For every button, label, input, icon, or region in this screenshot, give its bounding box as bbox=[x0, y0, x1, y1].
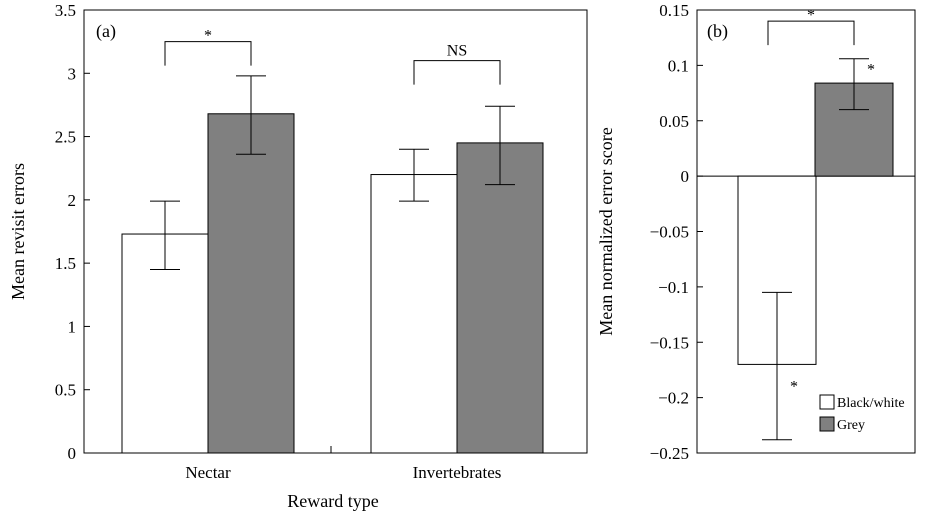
y-tick-label: −0.25 bbox=[650, 444, 689, 463]
panel-a-annotations: * NS bbox=[164, 28, 501, 85]
panel-a-error-bars bbox=[150, 75, 515, 270]
panel-a: 0 0.5 1 1.5 2 2.5 3 3.5 * NS Nectar Invertebrates… bbox=[8, 1, 588, 511]
y-tick-label: 0 bbox=[681, 167, 690, 186]
panel-b-label: (b) bbox=[707, 21, 728, 42]
y-tick-label: 0 bbox=[68, 444, 77, 463]
bar bbox=[456, 142, 544, 454]
panel-b-y-ticks: −0.25 −0.2 −0.15 −0.1 −0.05 0 0.05 0.1 0.15 bbox=[650, 1, 703, 463]
panel-a-y-axis-title: Mean revisit errors bbox=[8, 163, 28, 300]
panel-b-annotations: * bbox=[767, 7, 855, 46]
legend-swatch bbox=[819, 416, 835, 432]
y-tick-label: 3.5 bbox=[55, 1, 76, 20]
y-tick-label: 0.05 bbox=[659, 112, 689, 131]
significance-bracket bbox=[413, 60, 501, 85]
significance-label: * bbox=[867, 62, 875, 79]
significance-label: * bbox=[204, 28, 212, 45]
panel-a-x-axis-title: Reward type bbox=[287, 491, 378, 511]
bar bbox=[370, 174, 458, 454]
y-tick-label: 0.1 bbox=[668, 56, 689, 75]
y-tick-label: −0.2 bbox=[658, 389, 689, 408]
y-tick-label: 2 bbox=[68, 191, 77, 210]
significance-label: * bbox=[790, 378, 798, 395]
y-tick-label: −0.05 bbox=[650, 223, 689, 242]
significance-bracket bbox=[164, 41, 252, 66]
y-tick-label: 0.15 bbox=[659, 1, 689, 20]
y-tick-label: −0.15 bbox=[650, 333, 689, 352]
significance-bracket bbox=[767, 20, 855, 46]
significance-label: NS bbox=[447, 43, 467, 60]
panel-a-label: (a) bbox=[96, 21, 116, 42]
y-tick-label: −0.1 bbox=[658, 278, 689, 297]
legend-label: Grey bbox=[837, 418, 865, 433]
legend-label: Black/white bbox=[837, 396, 905, 411]
y-tick-label: 0.5 bbox=[55, 381, 76, 400]
x-tick-label: Invertebrates bbox=[413, 463, 502, 482]
panel-b-legend: Black/white Grey bbox=[819, 394, 905, 433]
panel-a-bars bbox=[121, 113, 544, 454]
y-tick-label: 3 bbox=[68, 64, 77, 83]
panel-a-y-ticks: 0 0.5 1 1.5 2 2.5 3 3.5 bbox=[55, 1, 90, 463]
bar bbox=[121, 233, 209, 454]
panel-a-x-ticks: Nectar Invertebrates bbox=[185, 446, 501, 482]
y-tick-label: 1 bbox=[68, 317, 77, 336]
panel-b-bars bbox=[737, 82, 894, 365]
y-tick-label: 1.5 bbox=[55, 254, 76, 273]
panel-b-error-bars: ** bbox=[762, 58, 875, 441]
panel-b-y-axis-title: Mean normalized error score bbox=[596, 127, 616, 335]
y-tick-label: 2.5 bbox=[55, 128, 76, 147]
x-tick-label: Nectar bbox=[185, 463, 231, 482]
significance-label: * bbox=[807, 7, 815, 24]
panel-a-frame bbox=[83, 9, 588, 454]
bar bbox=[207, 113, 295, 454]
legend-swatch bbox=[819, 394, 835, 410]
